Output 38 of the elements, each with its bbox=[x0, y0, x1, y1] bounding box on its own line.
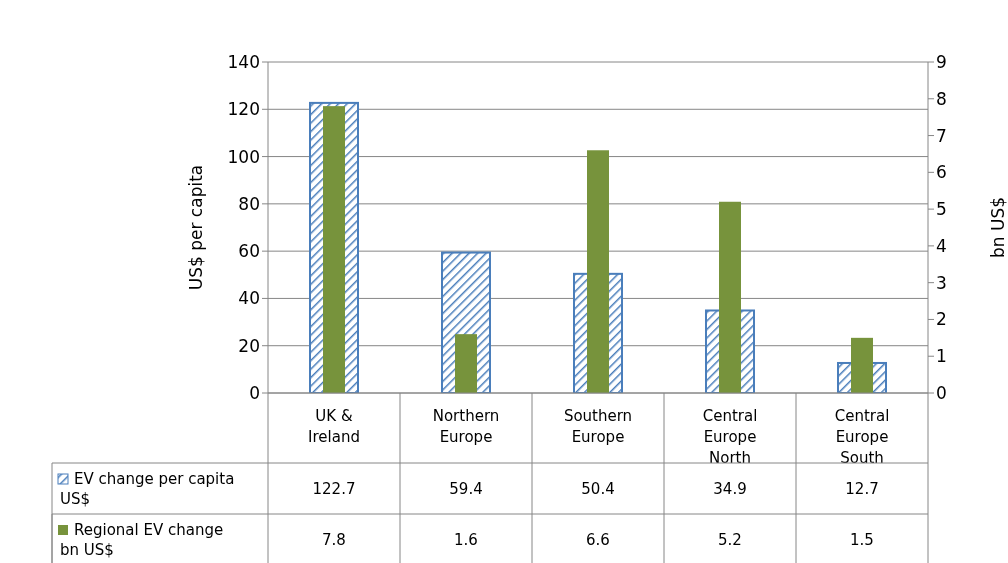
y2-tick-label: 7 bbox=[936, 125, 947, 146]
y2-tick-label: 2 bbox=[936, 309, 947, 330]
y-tick-label: 60 bbox=[238, 241, 260, 262]
y-axis-title: US$ per capita bbox=[186, 164, 207, 291]
y2-tick-label: 6 bbox=[936, 162, 947, 183]
x-tick-label: UK & Ireland bbox=[308, 407, 360, 446]
y-tick-label: 40 bbox=[238, 288, 260, 309]
data-label: 5.2 bbox=[718, 530, 742, 549]
y2-tick-label: 5 bbox=[936, 199, 947, 220]
data-label: 50.4 bbox=[581, 479, 615, 498]
y2-tick-label: 9 bbox=[936, 52, 947, 73]
data-label: 6.6 bbox=[586, 530, 610, 549]
y2-tick-label: 0 bbox=[936, 383, 947, 404]
y2-tick-label: 8 bbox=[936, 88, 947, 109]
x-tick-label: Central Europe South bbox=[834, 407, 890, 467]
data-label: 7.8 bbox=[322, 530, 346, 549]
data-label: 1.5 bbox=[850, 530, 874, 549]
data-label: 12.7 bbox=[845, 479, 879, 498]
x-tick-label: Northern Europe bbox=[432, 407, 500, 446]
y-tick-label: 100 bbox=[227, 146, 260, 167]
y2-axis-title: bn US$ bbox=[988, 196, 1008, 259]
y-tick-label: 80 bbox=[238, 193, 260, 214]
y-tick-label: 120 bbox=[227, 99, 260, 120]
y-tick-label: 140 bbox=[227, 52, 260, 73]
y2-tick-label: 1 bbox=[936, 346, 947, 367]
y-tick-label: 20 bbox=[238, 335, 260, 356]
legend-label: Regional EV change bn US$ bbox=[60, 521, 224, 559]
data-label: 34.9 bbox=[713, 479, 747, 498]
data-label: 59.4 bbox=[449, 479, 483, 498]
y-tick-label: 0 bbox=[249, 383, 260, 404]
bar bbox=[455, 334, 477, 393]
legend-label: EV change per capita US$ bbox=[60, 470, 235, 508]
data-label: 122.7 bbox=[312, 479, 356, 498]
x-tick-label: Central Europe North bbox=[702, 407, 758, 467]
y2-tick-label: 3 bbox=[936, 272, 947, 293]
data-label: 1.6 bbox=[454, 530, 478, 549]
x-tick-label: Southern Europe bbox=[563, 407, 633, 446]
y2-tick-label: 4 bbox=[936, 235, 947, 256]
